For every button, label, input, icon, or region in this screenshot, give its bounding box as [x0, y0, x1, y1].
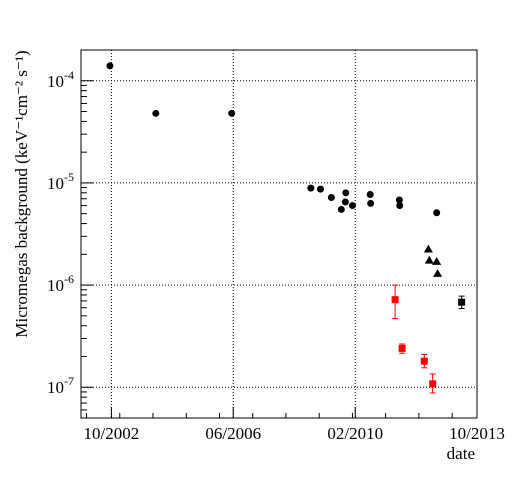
x-tick-labels: 10/2002 06/2006 02/2010 10/2013 — [84, 424, 505, 443]
data-point-circle — [348, 202, 356, 210]
data-point-triangle — [423, 244, 433, 253]
data-point-circle — [337, 205, 345, 213]
data-point-square — [391, 296, 399, 304]
x-tick-label: 10/2002 — [84, 424, 140, 443]
series-0 — [106, 62, 441, 217]
data-point-circle — [307, 184, 315, 192]
data-point-circle — [342, 189, 350, 197]
data-points — [106, 62, 466, 394]
y-tick-label: 10-7 — [47, 374, 74, 397]
data-point-circle — [228, 109, 236, 117]
data-point-triangle — [433, 268, 443, 277]
data-point-circle — [341, 198, 349, 206]
data-point-circle — [395, 196, 403, 204]
x-tick-label: 10/2013 — [449, 424, 505, 443]
series-2 — [391, 284, 437, 394]
data-point-circle — [316, 185, 324, 193]
series-1 — [423, 244, 443, 277]
data-point-circle — [396, 202, 404, 210]
data-point-circle — [433, 209, 441, 217]
data-point-circle — [366, 191, 374, 199]
data-point-square — [429, 380, 437, 388]
data-point-circle — [327, 193, 335, 201]
data-point-square — [398, 344, 406, 352]
data-point-square — [458, 298, 466, 306]
y-tick-label: 10-4 — [47, 68, 74, 91]
plot-frame — [80, 49, 478, 419]
axis-ticks — [81, 80, 478, 418]
grid — [81, 50, 477, 418]
series-3 — [458, 295, 466, 309]
y-axis-label: Micromegas background (keV⁻¹cm⁻² s⁻¹) — [12, 50, 31, 337]
data-point-circle — [367, 199, 375, 207]
y-tick-label: 10-5 — [47, 170, 74, 193]
x-axis-label: date — [447, 444, 475, 463]
x-tick-label: 06/2006 — [205, 424, 261, 443]
y-tick-labels: 10-7 10-6 10-5 10-4 — [47, 68, 74, 397]
data-point-triangle — [424, 255, 434, 264]
y-tick-label: 10-6 — [47, 272, 74, 295]
data-point-triangle — [432, 257, 442, 265]
data-point-square — [420, 357, 428, 365]
data-point-circle — [152, 109, 160, 117]
x-tick-label: 02/2010 — [327, 424, 383, 443]
data-point-circle — [106, 62, 114, 70]
